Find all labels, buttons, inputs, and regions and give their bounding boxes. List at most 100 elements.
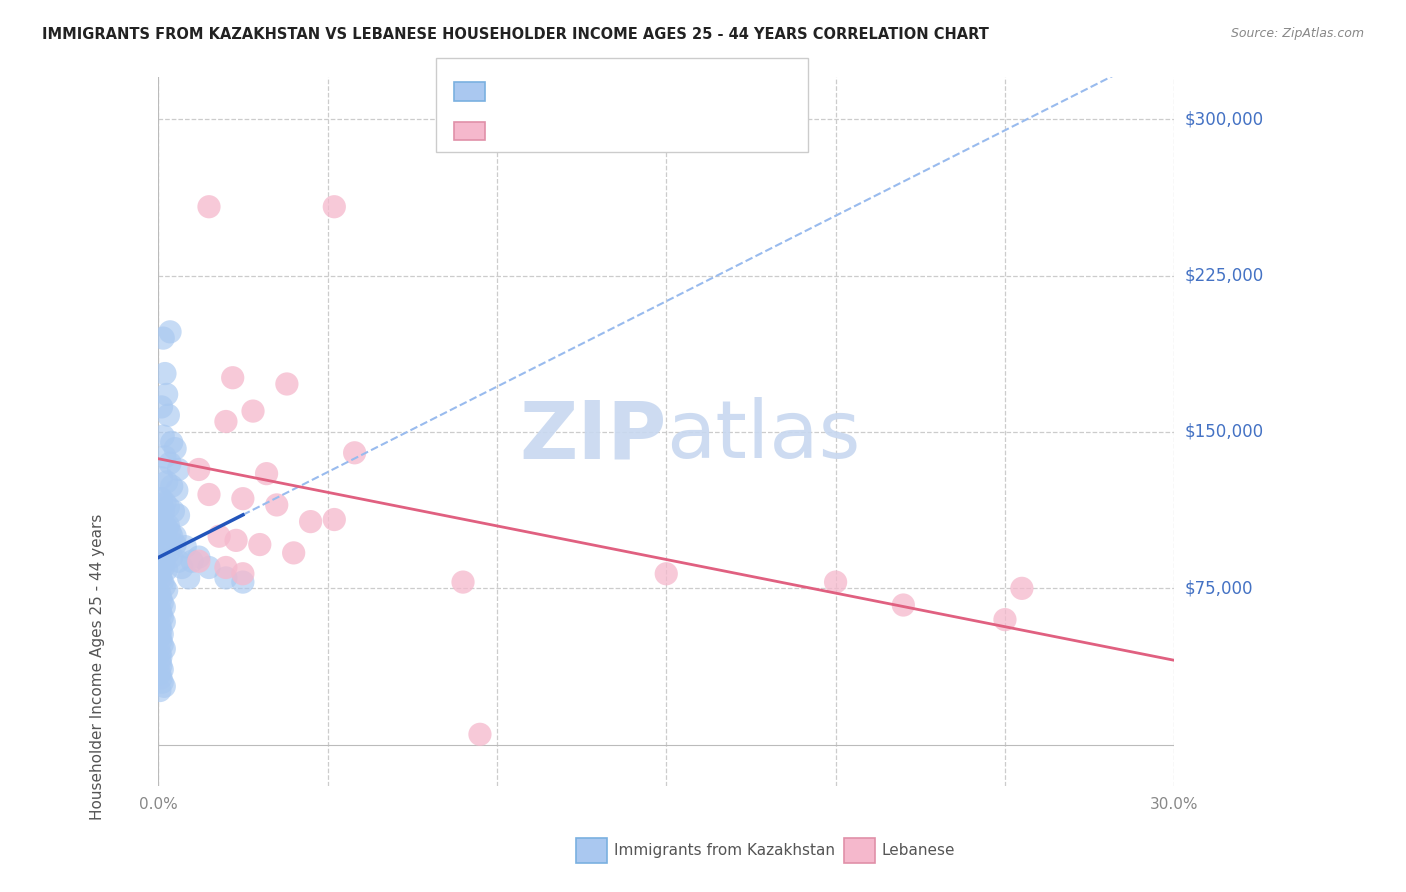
Point xyxy=(157,518,180,533)
Point xyxy=(215,560,238,574)
Point xyxy=(159,456,181,470)
Point xyxy=(167,462,190,476)
Point xyxy=(150,558,173,573)
Point xyxy=(153,496,176,510)
Text: 28: 28 xyxy=(672,119,693,134)
Point xyxy=(149,588,172,602)
Point xyxy=(153,600,176,615)
Point xyxy=(323,200,346,214)
Point xyxy=(181,554,204,568)
Text: 86: 86 xyxy=(672,73,693,88)
Point xyxy=(149,491,172,506)
Text: Immigrants from Kazakhstan: Immigrants from Kazakhstan xyxy=(614,844,835,858)
Point xyxy=(215,571,238,585)
Point xyxy=(323,512,346,526)
Point xyxy=(149,654,172,668)
Text: R =: R = xyxy=(496,73,530,88)
Point xyxy=(149,683,172,698)
Point xyxy=(153,679,176,693)
Point xyxy=(655,566,678,581)
Point xyxy=(153,579,176,593)
Point xyxy=(149,658,172,673)
Point xyxy=(153,541,176,556)
Point xyxy=(222,370,245,384)
Point xyxy=(276,376,298,391)
Point xyxy=(187,554,209,568)
Point xyxy=(198,560,221,574)
Point xyxy=(215,415,238,429)
Text: IMMIGRANTS FROM KAZAKHSTAN VS LEBANESE HOUSEHOLDER INCOME AGES 25 - 44 YEARS COR: IMMIGRANTS FROM KAZAKHSTAN VS LEBANESE H… xyxy=(42,27,988,42)
Point xyxy=(167,554,190,568)
Point xyxy=(242,404,264,418)
Point xyxy=(149,537,172,551)
Point xyxy=(153,550,176,565)
Point xyxy=(343,446,366,460)
Point xyxy=(149,571,172,585)
Point xyxy=(170,560,193,574)
Point xyxy=(160,479,183,493)
Text: $75,000: $75,000 xyxy=(1184,579,1253,598)
Point xyxy=(165,537,187,551)
Point xyxy=(149,633,172,648)
Point xyxy=(299,515,322,529)
Text: N =: N = xyxy=(616,119,659,134)
Point xyxy=(150,575,173,590)
Point xyxy=(249,537,271,551)
Point xyxy=(149,541,172,556)
Point xyxy=(153,367,176,381)
Point xyxy=(187,550,209,565)
Point xyxy=(165,442,187,456)
Point xyxy=(165,529,187,543)
Text: ZIP: ZIP xyxy=(519,397,666,475)
Point xyxy=(153,641,176,656)
Point xyxy=(468,727,491,741)
Point xyxy=(891,598,914,612)
Text: Source: ZipAtlas.com: Source: ZipAtlas.com xyxy=(1230,27,1364,40)
Point xyxy=(150,675,173,690)
Point xyxy=(152,331,174,345)
Point xyxy=(232,491,254,506)
Text: Lebanese: Lebanese xyxy=(882,844,955,858)
Point xyxy=(232,566,254,581)
Text: atlas: atlas xyxy=(666,397,860,475)
Text: -0.188: -0.188 xyxy=(536,73,591,88)
Point xyxy=(149,619,172,633)
Point xyxy=(160,550,183,565)
Text: $300,000: $300,000 xyxy=(1184,110,1264,128)
Point xyxy=(150,512,173,526)
Point xyxy=(1011,582,1033,596)
Point xyxy=(149,629,172,643)
Point xyxy=(150,596,173,610)
Point xyxy=(232,575,254,590)
Point xyxy=(156,521,179,535)
Point xyxy=(150,610,173,624)
Point xyxy=(150,498,173,512)
Point xyxy=(225,533,247,548)
Point xyxy=(149,518,172,533)
Point xyxy=(156,583,179,598)
Text: 0.0%: 0.0% xyxy=(139,797,177,812)
Point xyxy=(156,475,179,489)
Point xyxy=(152,516,174,531)
Point xyxy=(150,638,173,652)
Text: -0.272: -0.272 xyxy=(536,119,591,134)
Text: $225,000: $225,000 xyxy=(1184,267,1264,285)
Point xyxy=(994,613,1017,627)
Text: Householder Income Ages 25 - 44 years: Householder Income Ages 25 - 44 years xyxy=(90,514,104,820)
Point xyxy=(150,537,173,551)
Point xyxy=(149,666,172,681)
Point xyxy=(160,529,183,543)
Point xyxy=(149,671,172,685)
Point xyxy=(177,571,200,585)
Point xyxy=(152,429,174,443)
Point xyxy=(149,554,172,568)
Point xyxy=(266,498,288,512)
Point xyxy=(150,491,173,506)
Text: $150,000: $150,000 xyxy=(1184,423,1264,441)
Point xyxy=(149,591,172,606)
Point xyxy=(157,546,180,560)
Point xyxy=(150,663,173,677)
Point xyxy=(152,504,174,518)
Point xyxy=(162,504,184,518)
Point xyxy=(157,500,180,514)
